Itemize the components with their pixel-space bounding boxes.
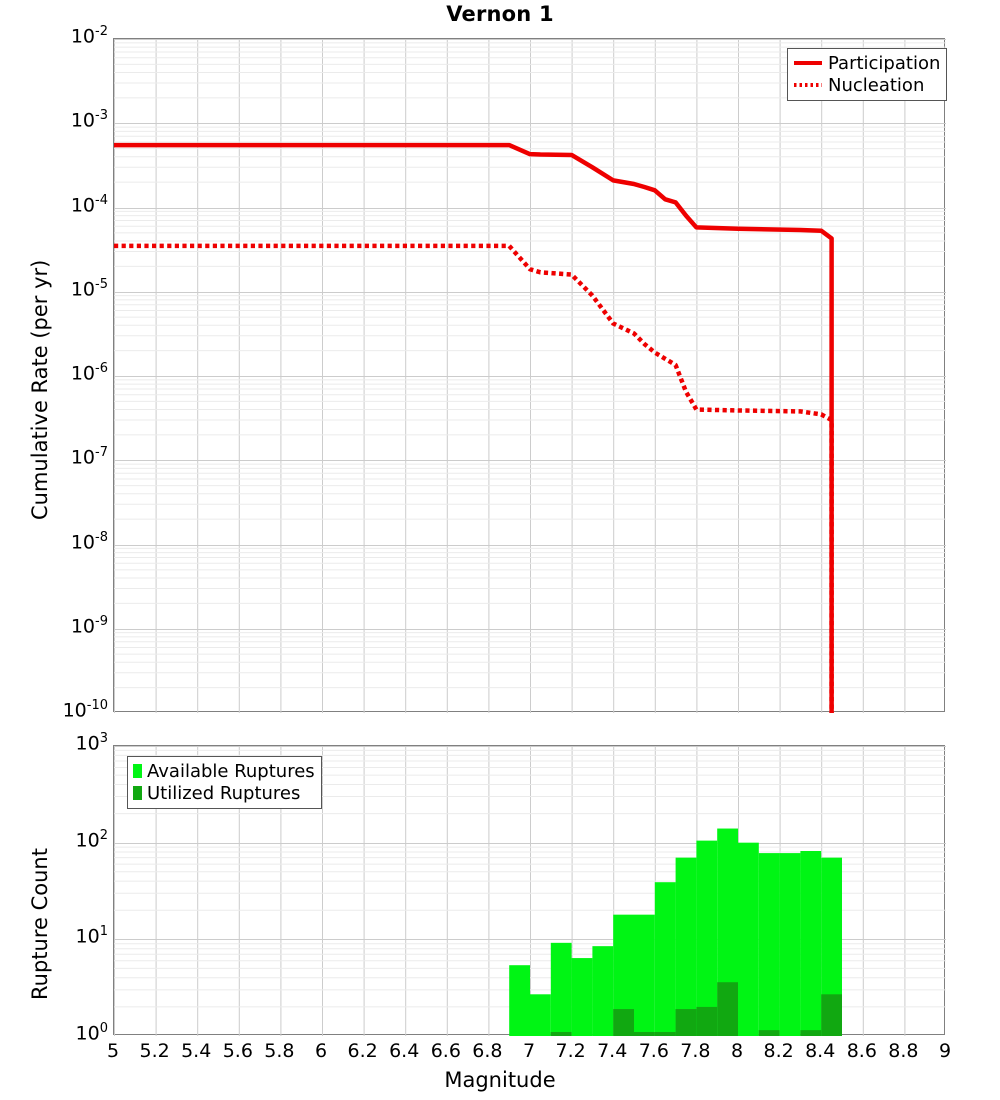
bar-available bbox=[634, 914, 655, 1036]
legend-rupture-count: Available Ruptures Utilized Ruptures bbox=[127, 756, 322, 809]
x-tick-label: 6.2 bbox=[347, 1040, 378, 1062]
utilized-ruptures-swatch bbox=[133, 786, 142, 800]
bar-available bbox=[592, 946, 614, 1036]
x-tick-label: 6 bbox=[314, 1040, 328, 1062]
x-tick-label: 8.2 bbox=[763, 1040, 794, 1062]
x-tick-label: 8.6 bbox=[846, 1040, 877, 1062]
legend-label-participation: Participation bbox=[828, 52, 941, 74]
bar-available bbox=[738, 842, 759, 1036]
legend-item-nucleation: Nucleation bbox=[793, 74, 940, 96]
cumulative-rate-plot bbox=[113, 38, 946, 713]
y-tick-value: 100 bbox=[75, 1021, 108, 1045]
bar-available bbox=[571, 958, 593, 1036]
x-tick-label: 7.2 bbox=[555, 1040, 586, 1062]
legend-item-available-ruptures: Available Ruptures bbox=[133, 760, 315, 782]
y-tick-value: 10-2 bbox=[70, 24, 108, 48]
bar-available bbox=[613, 914, 634, 1036]
x-tick-label: 5.6 bbox=[222, 1040, 253, 1062]
bar-available bbox=[821, 857, 842, 1036]
bar-utilized bbox=[550, 1032, 572, 1036]
x-tick-label: 7 bbox=[522, 1040, 536, 1062]
x-tick-label: 5.4 bbox=[181, 1040, 212, 1062]
bar-available bbox=[800, 851, 822, 1036]
bar-available bbox=[675, 857, 697, 1036]
x-tick-label: 5.8 bbox=[264, 1040, 295, 1062]
series-participation bbox=[114, 142, 834, 713]
y-tick-value: 10-6 bbox=[70, 361, 108, 385]
bar-available bbox=[550, 942, 572, 1036]
bar-utilized bbox=[675, 1009, 697, 1036]
bar-available bbox=[696, 840, 718, 1036]
x-tick-label: 6.4 bbox=[389, 1040, 420, 1062]
page-title: Vernon 1 bbox=[446, 2, 554, 26]
y-tick-value: 10-3 bbox=[70, 108, 108, 132]
bar-utilized bbox=[821, 994, 842, 1036]
x-tick-label: 9 bbox=[938, 1040, 952, 1062]
cumulative-rate-svg bbox=[114, 39, 946, 713]
bar-utilized bbox=[634, 1032, 655, 1036]
bar-available bbox=[509, 965, 530, 1036]
bar-utilized bbox=[613, 1009, 634, 1036]
bar-available bbox=[758, 853, 780, 1036]
bar-available bbox=[654, 882, 676, 1036]
legend-label-available-ruptures: Available Ruptures bbox=[147, 760, 315, 782]
x-tick-label: 5.2 bbox=[139, 1040, 170, 1062]
bar-utilized bbox=[758, 1030, 780, 1036]
x-tick-label: 7.8 bbox=[680, 1040, 711, 1062]
legend-label-utilized-ruptures: Utilized Ruptures bbox=[147, 782, 301, 804]
bar-available bbox=[779, 853, 801, 1036]
x-tick-label: 7.4 bbox=[597, 1040, 628, 1062]
y-axis-label-top: Cumulative Rate (per yr) bbox=[28, 259, 52, 520]
y-tick-value: 10-5 bbox=[70, 276, 108, 301]
x-tick-label: 8.4 bbox=[805, 1040, 836, 1062]
x-tick-label: 6.8 bbox=[472, 1040, 503, 1062]
x-tick-label: 6.6 bbox=[430, 1040, 461, 1062]
legend-item-utilized-ruptures: Utilized Ruptures bbox=[133, 782, 315, 804]
y-tick-value: 10-7 bbox=[70, 445, 108, 469]
series-nucleation bbox=[114, 243, 834, 713]
bar-utilized bbox=[800, 1030, 822, 1036]
bar-utilized bbox=[717, 982, 738, 1036]
nucleation-line-swatch bbox=[793, 78, 823, 92]
x-tick-label: 8 bbox=[730, 1040, 744, 1062]
y-tick-value: 10-8 bbox=[70, 529, 108, 553]
y-tick-value: 101 bbox=[75, 924, 108, 948]
bar-utilized bbox=[654, 1032, 676, 1036]
y-tick-value: 10-10 bbox=[62, 698, 108, 722]
x-tick-label: 5 bbox=[106, 1040, 120, 1062]
x-axis-label: Magnitude bbox=[444, 1068, 556, 1092]
legend-cumulative-rate: Participation Nucleation bbox=[787, 48, 948, 101]
y-tick-value: 10-4 bbox=[70, 192, 108, 216]
x-tick-label: 7.6 bbox=[638, 1040, 669, 1062]
y-tick-value: 102 bbox=[75, 827, 108, 851]
bar-available bbox=[530, 994, 551, 1036]
x-tick-label: 8.8 bbox=[888, 1040, 919, 1062]
participation-line-swatch bbox=[793, 56, 823, 70]
available-ruptures-swatch bbox=[133, 764, 142, 778]
y-tick-value: 10-9 bbox=[70, 613, 108, 638]
y-axis-label-bottom: Rupture Count bbox=[28, 848, 52, 1000]
y-tick-value: 103 bbox=[75, 731, 108, 755]
bar-utilized bbox=[696, 1006, 718, 1036]
legend-label-nucleation: Nucleation bbox=[828, 74, 925, 96]
legend-item-participation: Participation bbox=[793, 52, 940, 74]
